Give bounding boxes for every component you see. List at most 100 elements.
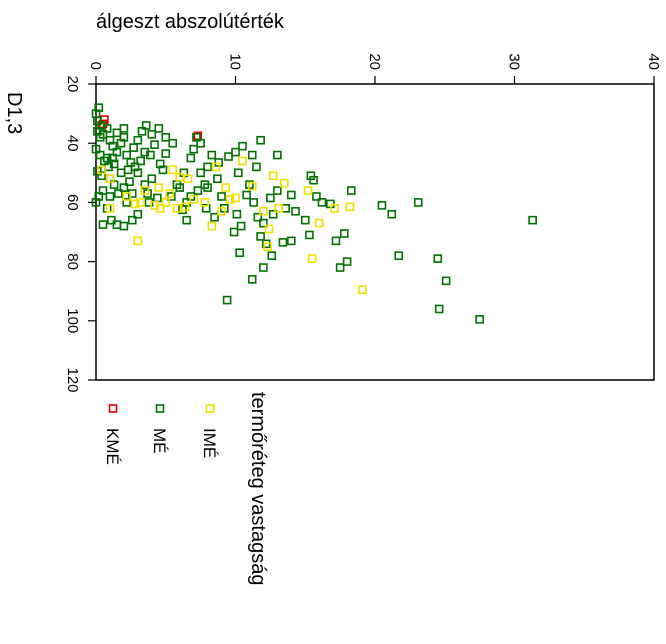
point-IMÉ [165, 189, 175, 198]
point-MÉ [91, 198, 101, 207]
legend-label: KMÉ [103, 428, 122, 465]
x-tick-label: 20 [366, 53, 383, 70]
point-MÉ [133, 168, 143, 178]
point-MÉ [182, 215, 191, 225]
y-axis-ticks: 20 40 60 80 100 120 [64, 76, 96, 393]
point-IMÉ [168, 165, 178, 175]
point-MÉ [161, 149, 171, 158]
x-tick-label: 0 [87, 62, 104, 70]
point-MÉ [105, 192, 115, 201]
y-tick-label: 40 [64, 135, 81, 152]
plot-area [95, 83, 655, 381]
point-MÉ [235, 248, 244, 258]
point-MÉ [259, 263, 268, 272]
point-MÉ [252, 162, 261, 172]
point-MÉ [342, 257, 352, 266]
point-MÉ [305, 230, 314, 240]
point-MÉ [98, 220, 108, 229]
point-MÉ [242, 190, 251, 200]
point-MÉ [312, 192, 321, 201]
point-MÉ [433, 254, 443, 263]
point-IMÉ [217, 206, 226, 216]
point-IMÉ [136, 198, 145, 207]
point-MÉ [256, 232, 265, 241]
point-IMÉ [231, 193, 240, 203]
point-MÉ [475, 315, 484, 324]
point-MÉ [247, 150, 257, 160]
point-IMÉ [140, 186, 150, 195]
point-MÉ [133, 209, 143, 219]
point-MÉ [210, 212, 219, 222]
point-IMÉ [358, 285, 367, 295]
point-MÉ [168, 138, 178, 148]
point-MÉ [231, 147, 240, 157]
point-MÉ [300, 215, 310, 225]
x-tick-label: 10 [227, 53, 244, 70]
point-MÉ [150, 140, 159, 149]
point-MÉ [309, 175, 318, 185]
point-IMÉ [105, 204, 115, 213]
point-IMÉ [225, 195, 235, 204]
point-MÉ [281, 204, 291, 213]
point-MÉ [127, 215, 137, 225]
point-MÉ [236, 221, 246, 231]
point-MÉ [119, 183, 129, 192]
point-MÉ [441, 276, 451, 286]
point-MÉ [153, 193, 162, 203]
y-tick-label: 80 [64, 253, 81, 270]
point-MÉ [154, 124, 164, 133]
x-axis-title: álgeszt abszolútérték [96, 11, 285, 33]
point-MÉ [249, 198, 258, 207]
point-MÉ [201, 204, 211, 213]
point-MÉ [186, 153, 196, 163]
point-IMÉ [221, 183, 231, 192]
point-IMÉ [97, 165, 106, 175]
point-MÉ [158, 165, 168, 175]
point-IMÉ [264, 224, 274, 234]
point-MÉ [109, 159, 119, 169]
point-MÉ [193, 186, 203, 195]
point-MÉ [114, 189, 123, 198]
point-MÉ [317, 198, 327, 207]
point-MÉ [141, 121, 151, 130]
point-MÉ [413, 198, 423, 207]
point-IMÉ [280, 178, 289, 188]
point-MÉ [291, 206, 300, 216]
point-MÉ [119, 124, 129, 133]
point-MÉ [112, 128, 122, 138]
point-MÉ [346, 186, 356, 195]
y-tick-label: 60 [64, 194, 81, 211]
point-MÉ [528, 215, 537, 225]
point-IMÉ [180, 202, 190, 212]
x-tick-label: 40 [645, 53, 662, 70]
point-IMÉ [307, 254, 317, 263]
point-MÉ [340, 229, 349, 238]
point-MÉ [259, 218, 268, 228]
point-MÉ [122, 198, 131, 207]
point-MÉ [286, 190, 296, 200]
point-IMÉ [207, 221, 217, 231]
point-MÉ [207, 150, 217, 160]
point-MÉ [434, 304, 444, 314]
point-MÉ [196, 138, 205, 148]
point-MÉ [233, 168, 243, 178]
legend-marker-KMÉ [108, 404, 118, 413]
point-MÉ [394, 251, 404, 260]
point-MÉ [146, 150, 155, 160]
point-MÉ [222, 295, 232, 305]
point-MÉ [119, 132, 129, 142]
point-IMÉ [155, 204, 165, 213]
y-tick-label: 120 [64, 367, 81, 392]
point-MÉ [229, 227, 239, 237]
point-MÉ [387, 209, 397, 219]
point-MÉ [203, 162, 212, 172]
point-MÉ [247, 275, 257, 284]
point-MÉ [112, 147, 122, 157]
point-MÉ [119, 221, 129, 231]
point-MÉ [331, 236, 341, 246]
point-MÉ [147, 174, 157, 184]
point-MÉ [273, 150, 282, 160]
point-MÉ [94, 103, 104, 112]
point-MÉ [217, 192, 226, 201]
